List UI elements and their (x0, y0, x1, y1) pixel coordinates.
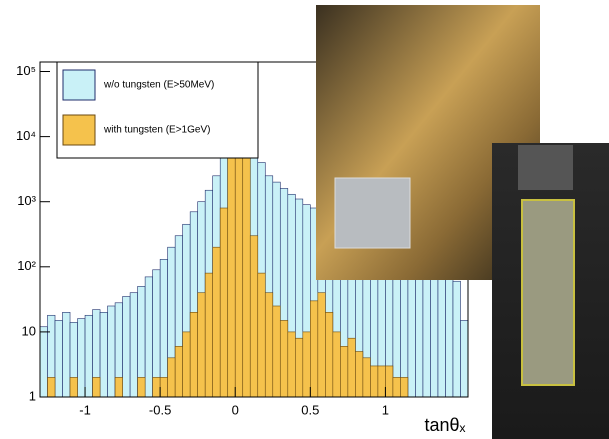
y-tick-label: 1 (29, 388, 36, 403)
y-tick-label: 10⁵ (16, 63, 36, 78)
y-tick-label: 10² (17, 258, 36, 273)
legend-swatch (62, 69, 96, 101)
x-tick-label: -1 (79, 402, 91, 417)
legend-label: with tungsten (E>1GeV) (103, 125, 210, 136)
y-tick-label: 10⁴ (16, 128, 36, 143)
x-tick-label: 1 (382, 402, 389, 417)
x-tick-label: -0.5 (149, 402, 171, 417)
legend-label: w/o tungsten (E>50MeV) (103, 80, 214, 91)
y-tick-label: 10 (22, 323, 36, 338)
x-tick-label: 0.5 (301, 402, 319, 417)
x-tick-label: 0 (232, 402, 239, 417)
legend-swatch (62, 114, 96, 146)
x-axis-label: tanθₓ (425, 415, 466, 435)
y-tick-label: 10³ (17, 193, 36, 208)
photo-mount (518, 145, 573, 190)
photo-detector-box (334, 177, 411, 249)
photo-modules (521, 199, 575, 386)
